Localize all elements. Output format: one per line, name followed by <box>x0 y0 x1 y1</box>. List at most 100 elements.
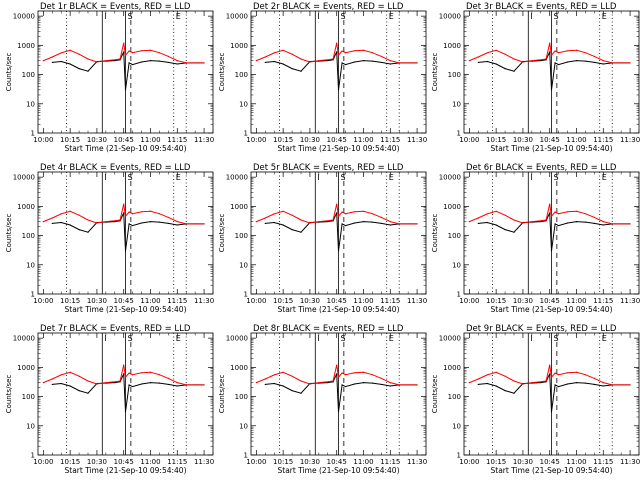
x-tick-label: 10:00 <box>33 458 53 466</box>
panel-title: Det 2r BLACK = Events, RED = LLD <box>253 2 404 12</box>
data-point-lld <box>504 53 506 55</box>
data-point-lld <box>318 60 320 62</box>
data-point-lld <box>602 382 604 384</box>
data-point-events <box>389 63 391 65</box>
data-point-lld <box>60 52 62 54</box>
data-point-events <box>60 60 62 63</box>
data-point-events <box>87 392 89 394</box>
data-point-lld <box>575 371 578 373</box>
data-point-events <box>584 60 587 62</box>
data-point-lld <box>468 60 470 62</box>
panel-title-legend: BLACK = Events, RED = LLD <box>493 324 617 334</box>
data-point-events <box>60 382 62 385</box>
data-point-events <box>554 223 556 225</box>
data-point-lld <box>327 59 329 61</box>
x-tick-label: 10:15 <box>60 297 80 305</box>
x-axis: 10:00 10:15 10:30 10:45 11:00 11:15 11:30 <box>459 333 640 466</box>
data-point-lld <box>407 384 409 386</box>
data-point-lld <box>273 374 275 376</box>
data-point-lld <box>531 60 533 62</box>
data-point-events <box>69 224 71 226</box>
y-tick-label: 10000 <box>439 174 461 182</box>
data-point-lld <box>540 59 542 61</box>
data-point-lld <box>42 382 44 384</box>
data-point-lld <box>158 374 161 376</box>
marker-label: E <box>176 334 181 343</box>
data-point-events <box>558 63 560 66</box>
series-line-events <box>265 212 418 251</box>
data-point-lld <box>309 222 311 224</box>
x-tick-label: 10:00 <box>459 297 479 305</box>
data-point-lld <box>398 62 400 64</box>
marker-label: S <box>341 12 346 21</box>
data-point-lld <box>300 58 302 60</box>
x-tick-label: 10:15 <box>60 458 80 466</box>
x-axis: 10:00 10:15 10:30 10:45 11:00 11:15 11:30 <box>459 172 640 305</box>
data-point-events <box>140 383 143 385</box>
data-point-lld <box>545 219 547 221</box>
x-tick-label: 10:15 <box>273 297 293 305</box>
x-tick-label: 10:45 <box>114 297 134 305</box>
x-axis-label: Start Time (21-Sep-10 09:54:40) <box>65 305 187 314</box>
data-point-lld <box>124 215 127 217</box>
x-axis-label: Start Time (21-Sep-10 09:54:40) <box>65 466 187 475</box>
x-tick-label: 11:15 <box>380 136 400 144</box>
data-point-lld <box>264 378 266 380</box>
data-point-events <box>477 383 479 386</box>
data-point-lld <box>60 213 62 215</box>
data-point-lld <box>550 54 553 56</box>
data-point-events <box>353 383 356 385</box>
data-point-lld <box>353 211 356 213</box>
data-point-events <box>353 61 356 63</box>
data-point-lld <box>264 217 266 219</box>
data-point-events <box>558 385 560 388</box>
data-point-lld <box>51 217 53 219</box>
x-tick-label: 10:00 <box>246 458 266 466</box>
panel-title-legend: BLACK = Events, RED = LLD <box>493 2 617 12</box>
data-point-lld <box>477 378 479 380</box>
data-point-events <box>300 392 302 394</box>
x-axis: 10:00 10:15 10:30 10:45 11:00 11:15 11:30 <box>459 11 640 144</box>
x-tick-label: 10:30 <box>300 458 320 466</box>
data-point-lld <box>575 210 578 212</box>
data-point-events <box>486 221 488 224</box>
data-point-events <box>158 221 161 223</box>
data-point-lld <box>291 53 293 55</box>
data-point-events <box>566 383 569 385</box>
data-point-lld <box>105 221 107 223</box>
data-point-events <box>264 383 266 386</box>
y-tick-label: 1000 <box>230 364 248 372</box>
data-point-lld <box>78 375 80 377</box>
y-tick-label: 100 <box>22 393 35 401</box>
data-point-events <box>566 222 569 224</box>
data-point-events <box>575 221 578 223</box>
y-tick-label: 1 <box>244 130 248 138</box>
marker-label: I <box>317 173 319 182</box>
data-point-lld <box>602 221 604 223</box>
x-tick-label: 11:30 <box>407 297 427 305</box>
data-point-lld <box>158 213 161 215</box>
marker-label: I <box>530 173 532 182</box>
y-tick-label: 1 <box>244 291 248 299</box>
marker-label: E <box>602 173 607 182</box>
data-point-lld <box>105 60 107 62</box>
x-axis-label: Start Time (21-Sep-10 09:54:40) <box>65 144 187 153</box>
data-point-lld <box>132 374 134 376</box>
series-line-lld <box>256 364 418 386</box>
data-point-lld <box>78 53 80 55</box>
data-point-lld <box>255 382 257 384</box>
marker-label: S <box>128 334 133 343</box>
data-point-lld <box>60 374 62 376</box>
data-point-lld <box>69 49 71 51</box>
y-axis: 1 10 100 1000 10000 <box>439 174 639 299</box>
y-tick-label: 10000 <box>226 335 248 343</box>
data-point-events <box>558 224 560 227</box>
data-point-lld <box>123 203 125 205</box>
y-axis-label: Counts/sec <box>5 53 13 92</box>
x-tick-label: 11:15 <box>167 297 187 305</box>
x-axis: 10:00 10:15 10:30 10:45 11:00 11:15 11:30 <box>33 333 214 466</box>
marker-label: I <box>104 334 106 343</box>
marker-label: E <box>176 12 181 21</box>
data-point-events <box>282 385 284 387</box>
